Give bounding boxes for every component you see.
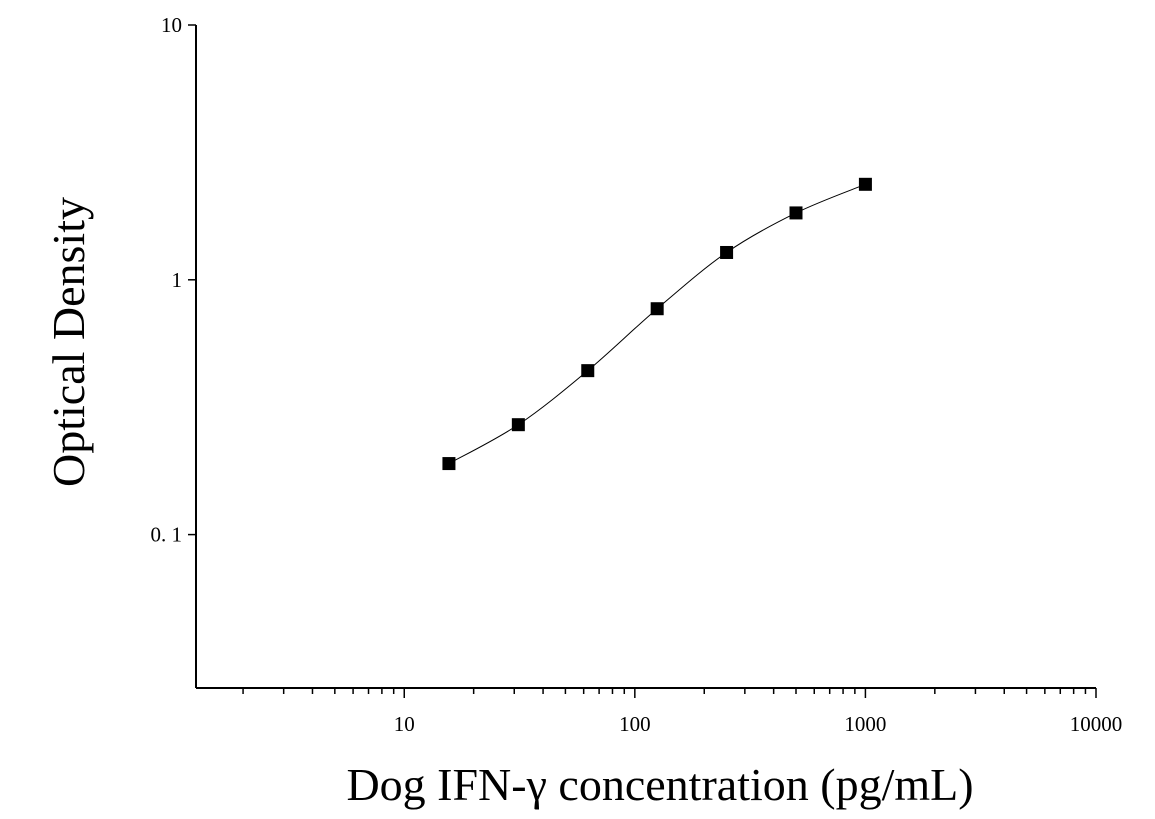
data-point	[442, 457, 456, 471]
x-tick-label: 10	[394, 712, 415, 736]
x-tick-label: 1000	[844, 712, 886, 736]
tick-labels: 10 100 1000 10000 0. 1 1 10	[151, 13, 1123, 736]
axes	[195, 25, 1096, 689]
data-point	[858, 177, 872, 191]
y-tick-label: 1	[172, 268, 183, 292]
data-points	[442, 177, 872, 471]
fit-curve	[448, 183, 866, 465]
data-point	[720, 245, 734, 259]
y-tick-label: 10	[161, 13, 182, 37]
data-point	[511, 418, 525, 432]
y-axis-title: Optical Density	[43, 197, 94, 487]
x-tick-label: 10000	[1070, 712, 1123, 736]
data-point	[650, 302, 664, 316]
ticks	[188, 24, 1097, 698]
x-tick-label: 100	[619, 712, 651, 736]
data-point	[789, 206, 803, 220]
y-tick-label: 0. 1	[151, 523, 183, 547]
x-axis-title: Dog IFN-γ concentration (pg/mL)	[346, 759, 973, 810]
data-point	[581, 364, 595, 378]
